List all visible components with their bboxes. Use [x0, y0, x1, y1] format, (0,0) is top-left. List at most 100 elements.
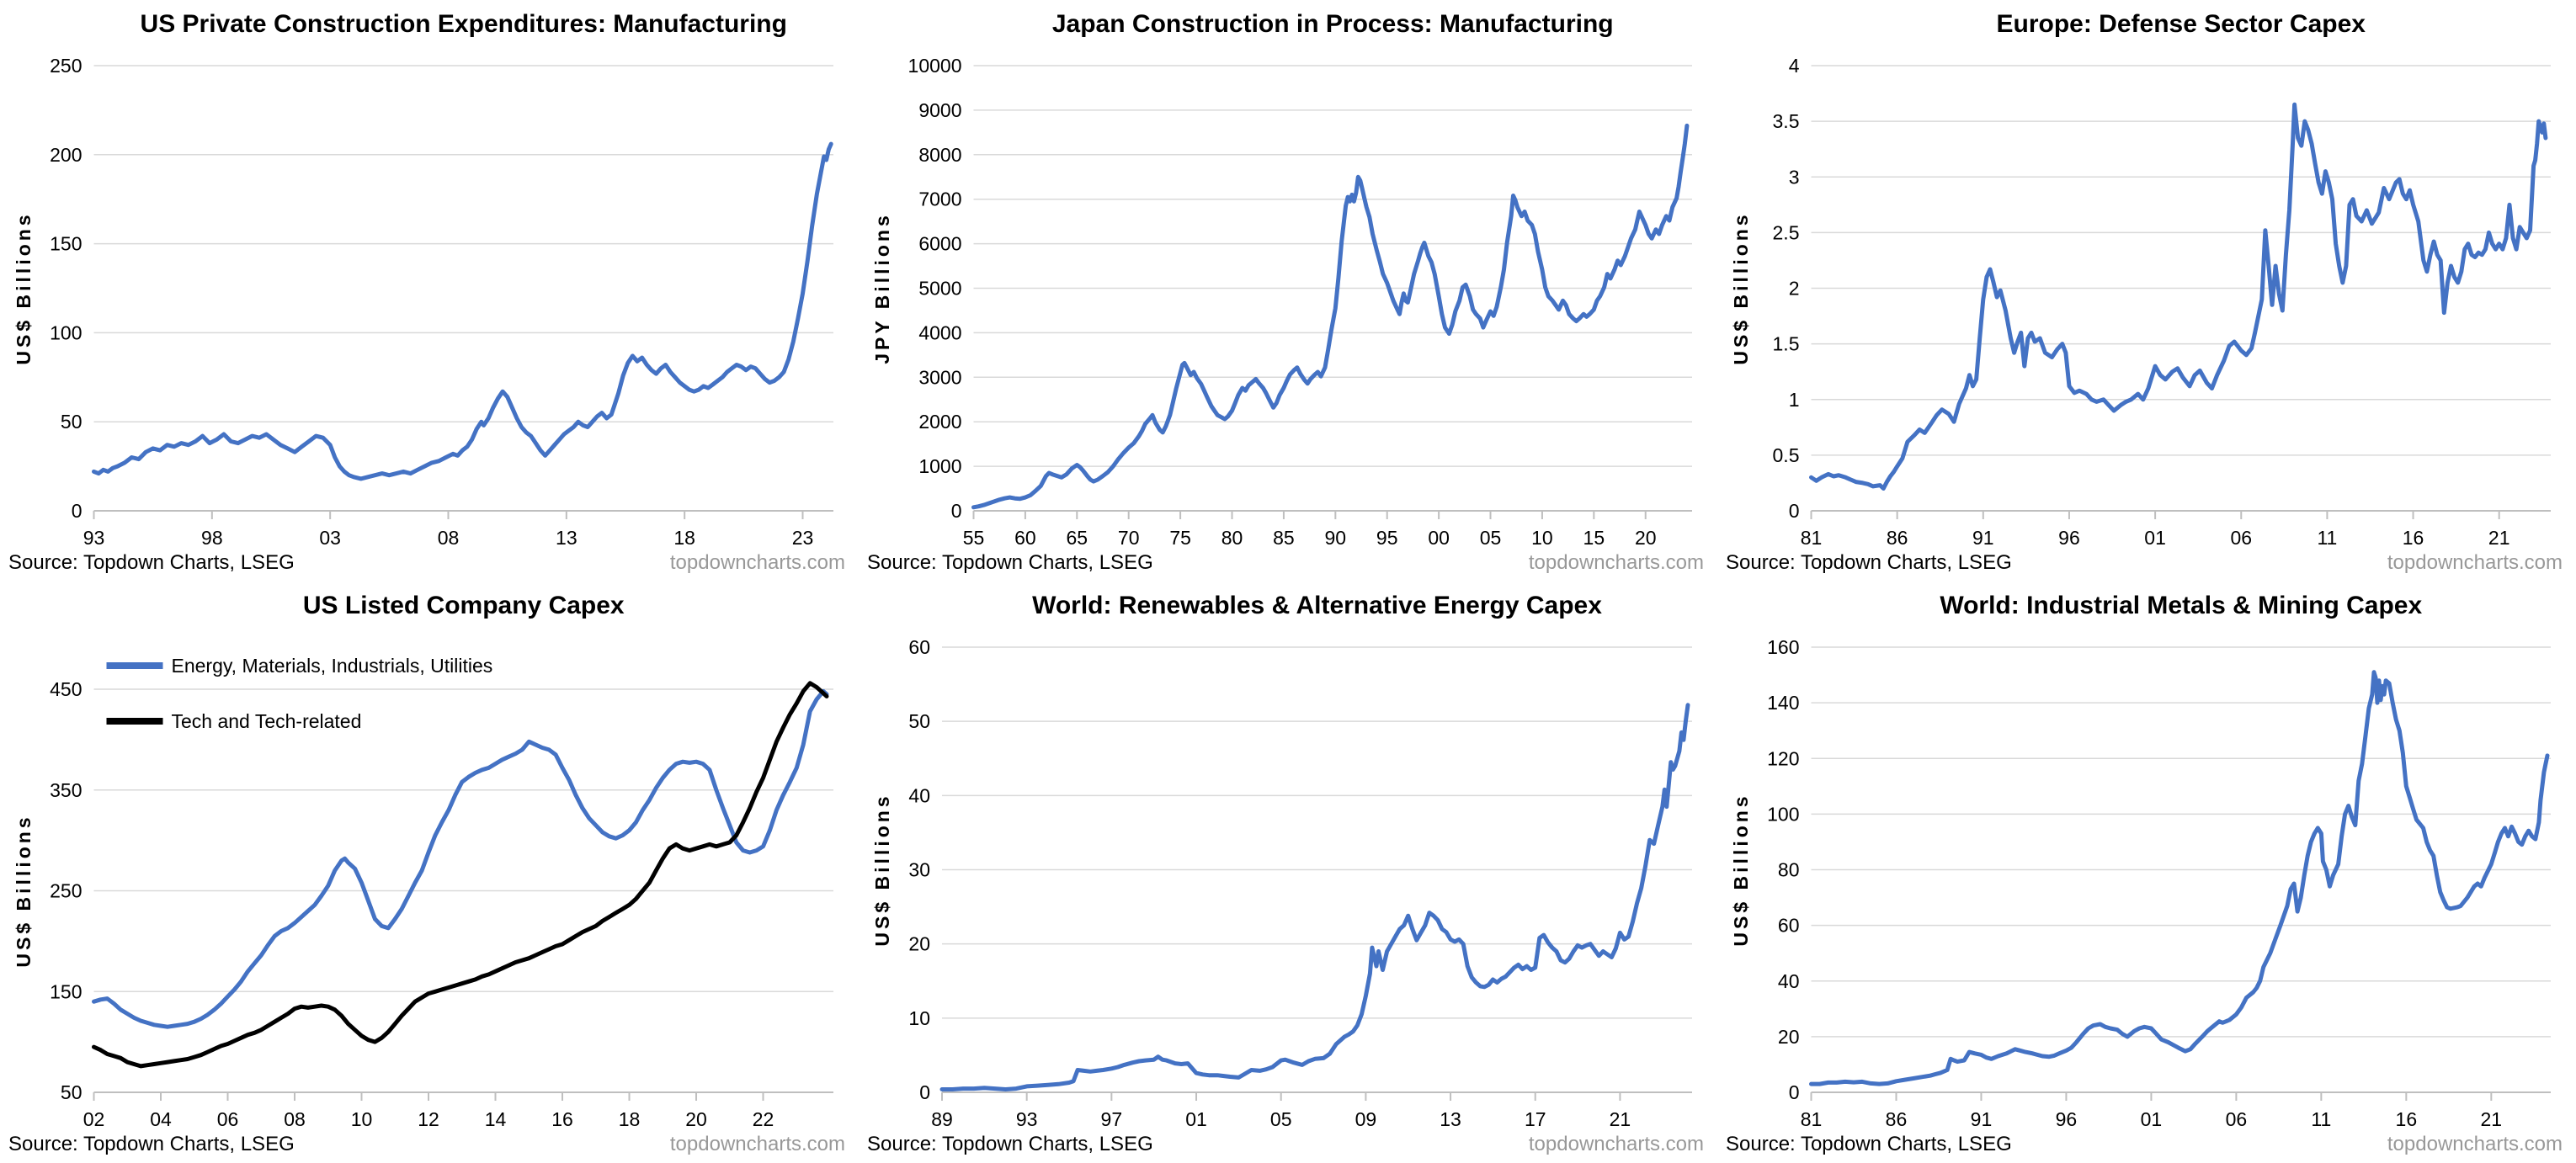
x-tick-label: 20 [685, 1108, 707, 1130]
x-tick-label: 05 [1270, 1108, 1292, 1130]
x-tick-label: 85 [1273, 527, 1295, 549]
x-tick-label: 90 [1325, 527, 1347, 549]
y-tick-label: 60 [908, 636, 930, 658]
x-tick-label: 16 [2396, 1108, 2418, 1130]
series-line-0 [1809, 102, 2548, 491]
y-axis-title: US$ Billions [13, 814, 35, 967]
x-tick-label: 70 [1118, 527, 1140, 549]
x-tick-label: 01 [1185, 1108, 1207, 1130]
y-tick-label: 50 [908, 710, 930, 732]
x-tick-label: 13 [1440, 1108, 1461, 1130]
y-tick-label: 0 [1789, 500, 1800, 522]
series-line-0 [939, 703, 1690, 1091]
x-tick-label: 12 [418, 1108, 439, 1130]
x-tick-label: 06 [217, 1108, 239, 1130]
y-tick-label: 3.5 [1773, 110, 1800, 132]
y-tick-label: 50 [61, 411, 82, 433]
y-tick-label: 350 [50, 779, 82, 801]
y-tick-label: 0 [919, 1081, 930, 1103]
y-tick-label: 100 [50, 321, 82, 343]
x-tick-label: 08 [284, 1108, 306, 1130]
y-tick-label: 3 [1789, 166, 1800, 188]
series-line-0 [92, 688, 829, 1029]
y-tick-label: 1 [1789, 389, 1800, 411]
y-tick-label: 2.5 [1773, 221, 1800, 243]
chart-title-europe-defense: Europe: Defense Sector Capex [1996, 10, 2366, 38]
x-tick-label: 55 [963, 527, 985, 549]
y-tick-label: 0 [72, 500, 82, 522]
source-credit: Source: Topdown Charts, LSEG [8, 551, 295, 574]
x-tick-label: 86 [1887, 527, 1908, 549]
y-tick-label: 160 [1767, 636, 1799, 658]
x-tick-label: 91 [1972, 527, 1994, 549]
x-tick-label: 06 [2230, 527, 2252, 549]
chart-plot-us-listed-capex: 50 150 250 350 450 02 04 06 08 10 12 14 16 18 20 22 US$ … [13, 655, 833, 1130]
x-tick-label: 01 [2144, 527, 2166, 549]
y-tick-label: 80 [1778, 859, 1800, 881]
y-tick-label: 5000 [918, 278, 961, 300]
y-tick-label: 250 [50, 55, 82, 77]
x-tick-label: 13 [556, 527, 577, 549]
x-tick-label: 11 [2317, 527, 2337, 549]
x-tick-label: 65 [1067, 527, 1088, 549]
x-tick-label: 93 [83, 527, 105, 549]
chart-title-japan-construction: Japan Construction in Process: Manufactu… [1051, 10, 1614, 38]
x-tick-label: 96 [2058, 527, 2080, 549]
y-tick-label: 0 [1789, 1081, 1800, 1103]
y-tick-label: 450 [50, 678, 82, 700]
x-tick-label: 01 [2141, 1108, 2163, 1130]
source-credit: Source: Topdown Charts, LSEG [1726, 1133, 2012, 1155]
y-tick-label: 150 [50, 233, 82, 255]
y-tick-label: 1.5 [1773, 333, 1800, 355]
chart-cell-world-metals-mining: World: Industrial Metals & Mining Capex 0… [1717, 582, 2576, 1163]
y-tick-label: 1000 [918, 455, 961, 477]
series-line-0 [1809, 670, 2550, 1086]
x-tick-label: 08 [438, 527, 460, 549]
chart-plot-europe-defense: 0 0.5 1 1.5 2 2.5 3 3.5 4 81 86 91 96 01 06 11 16 21 US$ B… [1730, 55, 2551, 549]
website-credit: topdowncharts.com [2387, 551, 2563, 574]
series-line-0 [971, 123, 1690, 510]
y-tick-label: 140 [1767, 692, 1799, 714]
x-tick-label: 86 [1886, 1108, 1908, 1130]
y-tick-label: 10 [908, 1007, 930, 1029]
x-tick-label: 15 [1583, 527, 1605, 549]
chart-title-world-metals-mining: World: Industrial Metals & Mining Capex [1940, 592, 2423, 619]
x-tick-label: 16 [2403, 527, 2424, 549]
x-tick-label: 81 [1801, 1108, 1823, 1130]
x-tick-label: 04 [150, 1108, 172, 1130]
x-tick-label: 75 [1169, 527, 1191, 549]
x-tick-label: 21 [1610, 1108, 1631, 1130]
source-credit: Source: Topdown Charts, LSEG [8, 1133, 295, 1155]
x-tick-label: 23 [792, 527, 814, 549]
y-tick-label: 60 [1778, 915, 1800, 937]
x-tick-label: 11 [2311, 1108, 2331, 1130]
x-tick-label: 95 [1376, 527, 1398, 549]
y-tick-label: 100 [1767, 803, 1799, 825]
source-credit: Source: Topdown Charts, LSEG [1726, 551, 2012, 574]
x-tick-label: 16 [551, 1108, 573, 1130]
y-tick-label: 4 [1789, 55, 1800, 77]
website-credit: topdowncharts.com [1528, 1133, 1704, 1155]
legend-label-1: Tech and Tech-related [172, 710, 362, 732]
y-axis-title: US$ Billions [13, 211, 35, 364]
y-tick-label: 0 [951, 500, 962, 522]
x-tick-label: 80 [1221, 527, 1243, 549]
website-credit: topdowncharts.com [669, 551, 845, 574]
chart-cell-us-private-construction: US Private Construction Expenditures: Ma… [0, 0, 859, 582]
x-tick-label: 17 [1525, 1108, 1546, 1130]
y-axis-title: US$ Billions [871, 793, 893, 946]
source-credit: Source: Topdown Charts, LSEG [867, 1133, 1153, 1155]
x-tick-label: 96 [2056, 1108, 2078, 1130]
x-tick-label: 22 [753, 1108, 774, 1130]
y-tick-label: 120 [1767, 747, 1799, 769]
y-tick-label: 40 [908, 784, 930, 806]
x-tick-label: 93 [1016, 1108, 1038, 1130]
y-tick-label: 6000 [918, 233, 961, 255]
y-tick-label: 0.5 [1773, 444, 1800, 466]
chart-cell-japan-construction: Japan Construction in Process: Manufactu… [859, 0, 1717, 582]
x-tick-label: 10 [351, 1108, 373, 1130]
y-axis-title: JPY Billions [871, 212, 893, 364]
website-credit: topdowncharts.com [669, 1133, 845, 1155]
x-tick-label: 97 [1101, 1108, 1123, 1130]
